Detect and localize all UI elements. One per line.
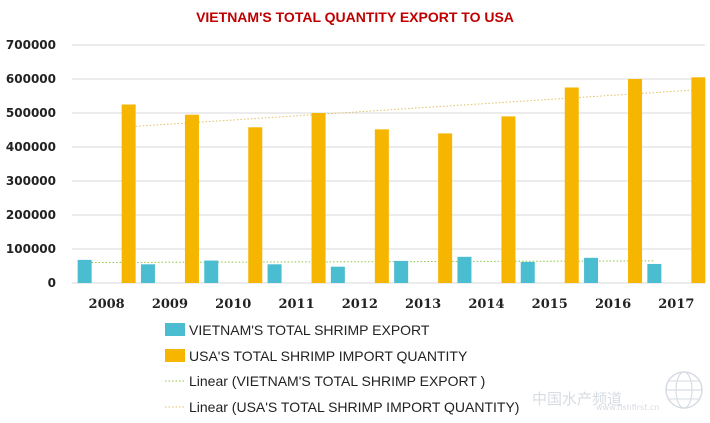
x-tick-label: 2017 [658,297,694,312]
watermark-text: 中国水产频道 [532,390,622,408]
y-tick-label: 200000 [6,208,56,222]
bar-vietnam-export [520,261,535,283]
y-tick-label: 100000 [6,242,56,256]
bar-usa-import [691,77,706,283]
bar-vietnam-export [140,264,155,283]
bars [77,77,706,284]
bar-vietnam-export [457,256,472,283]
trendline-vietnam-export [84,260,655,264]
x-tick-label: 2015 [532,297,568,312]
bar-usa-import [438,133,453,283]
legend-swatch [165,349,185,362]
watermark-subtext: www.fishfirst.cn [596,403,659,412]
y-tick-label: 700000 [6,38,56,52]
bar-usa-import [121,104,136,283]
x-tick-label: 2008 [89,297,125,312]
y-tick-label: 400000 [6,140,56,154]
bar-vietnam-export [330,266,345,283]
legend-label: USA'S TOTAL SHRIMP IMPORT QUANTITY [189,348,468,364]
y-tick-label: 0 [48,276,56,290]
bar-usa-import [628,79,643,283]
bar-vietnam-export [394,260,409,283]
y-tick-label: 300000 [6,174,56,188]
legend-label: Linear (VIETNAM'S TOTAL SHRIMP EXPORT ) [189,373,485,389]
x-tick-label: 2013 [405,297,441,312]
x-tick-label: 2014 [468,297,504,312]
bar-usa-import [311,113,326,283]
bar-usa-import [184,114,199,283]
x-tick-label: 2010 [215,297,251,312]
bar-vietnam-export [204,260,219,283]
watermark: 中国水产频道 www.fishfirst.cn [532,371,703,412]
y-tick-label: 600000 [6,72,56,86]
y-axis-ticks: 0 100000 200000 300000 400000 500000 600000 700… [6,38,56,290]
chart-title: VIETNAM'S TOTAL QUANTITY EXPORT TO USA [196,9,514,25]
trendlines [84,89,699,264]
bar-usa-import [374,129,389,283]
x-tick-label: 2009 [152,297,188,312]
bar-usa-import [501,116,516,284]
bar-vietnam-export [77,259,92,283]
trendline-usa-import [128,89,699,128]
bar-vietnam-export [267,264,282,283]
x-tick-label: 2011 [278,297,314,312]
bar-usa-import [564,87,579,283]
legend-swatch [165,323,185,336]
legend-label: Linear (USA'S TOTAL SHRIMP IMPORT QUANTI… [189,399,519,415]
bar-usa-import [248,127,263,283]
globe-icon [665,371,703,409]
y-tick-label: 500000 [6,106,56,120]
bar-vietnam-export [647,263,662,283]
x-axis-ticks: 2008 2009 2010 2011 2012 2013 2014 2015 2016 2017 [89,297,695,312]
legend-label: VIETNAM'S TOTAL SHRIMP EXPORT [189,322,430,338]
x-tick-label: 2016 [595,297,631,312]
legend: VIETNAM'S TOTAL SHRIMP EXPORT USA'S TOTAL… [165,322,519,415]
bar-vietnam-export [584,257,599,283]
x-tick-label: 2012 [342,297,378,312]
